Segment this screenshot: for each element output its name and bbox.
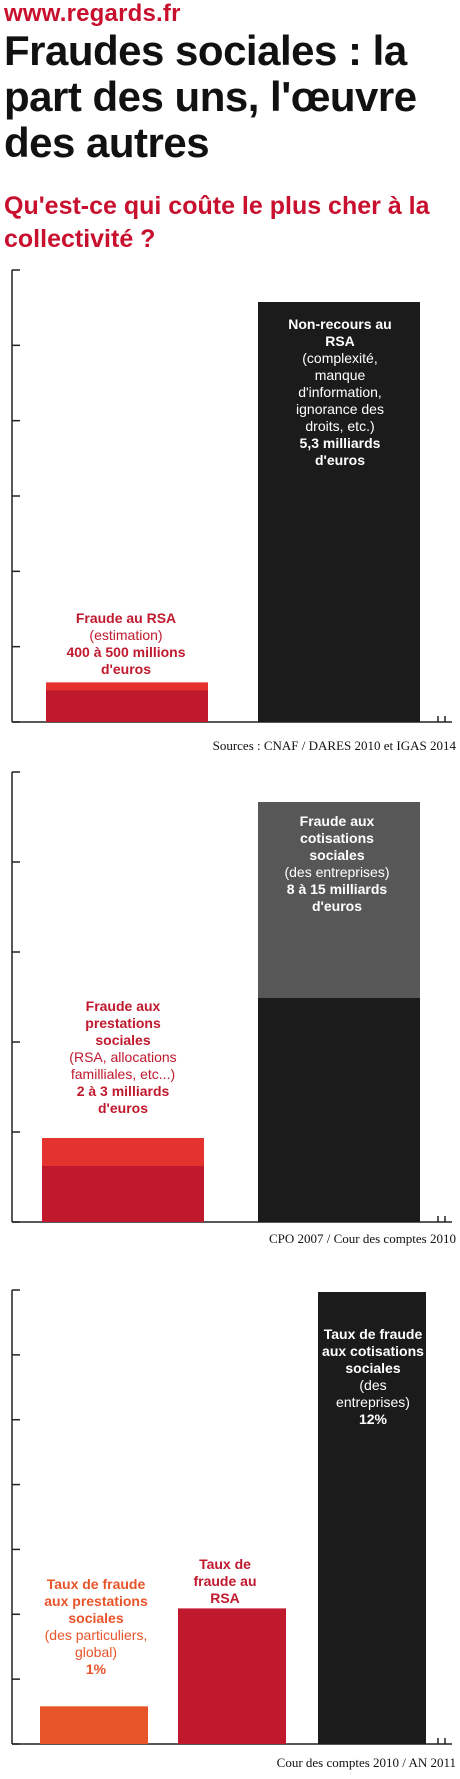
chart3-bar2-label: Taux de fraude au RSA 3,6%	[184, 1556, 266, 1624]
chart3-bar3-label: Taux de fraude aux cotisations sociales …	[322, 1326, 424, 1428]
chart1-bar2-title: Non-recours au RSA	[288, 316, 392, 349]
chart2-bar1-min	[42, 1166, 204, 1222]
chart1-bar-min	[46, 690, 208, 722]
chart2-source: CPO 2007 / Cour des comptes 2010	[268, 1231, 456, 1246]
chart2-bar1-label: Fraude aux prestations sociales (RSA, al…	[58, 998, 188, 1117]
chart3-bar2-value: 3,6%	[209, 1607, 241, 1623]
chart1-source: Sources : CNAF / DARES 2010 et IGAS 2014	[212, 738, 456, 753]
chart2-bar2-value: 8 à 15 milliards d'euros	[286, 881, 388, 914]
chart3-bar1-value: 1%	[85, 1661, 107, 1677]
chart2-bar1-title: Fraude aux prestations sociales	[85, 998, 161, 1048]
chart2-bar2-label: Fraude aux cotisations sociales (des ent…	[272, 813, 402, 915]
page-subtitle: Qu'est-ce qui coûte le plus cher à la co…	[4, 192, 430, 253]
chart2-bar2-min	[258, 998, 420, 1222]
chart1-bar1-label: Fraude au RSA (estimation) 400 à 500 mil…	[44, 610, 208, 678]
chart1-bar1-note: (estimation)	[89, 627, 163, 643]
chart3-bar3-value: 12%	[358, 1411, 388, 1427]
chart3-source: Cour des comptes 2010 / AN 2011	[276, 1755, 456, 1770]
chart3-bar1-label: Taux de fraude aux prestations sociales …	[40, 1576, 152, 1678]
chart3-bar1-title: Taux de fraude aux prestations sociales	[44, 1576, 148, 1626]
chart1-bar2-note: (complexité, manque d'information, ignor…	[296, 350, 384, 434]
chart3-bar-2	[178, 1608, 286, 1744]
chart1-bar2-label: Non-recours au RSA (complexité, manque d…	[280, 316, 400, 469]
chart3-bar-3	[318, 1292, 426, 1744]
chart3-bar2-title: Taux de fraude au RSA	[193, 1556, 257, 1606]
chart3-bar-1	[40, 1706, 148, 1744]
chart1-bar2-value: 5,3 milliards d'euros	[299, 435, 381, 468]
chart2-bar1-value: 2 à 3 milliards d'euros	[76, 1083, 170, 1116]
chart1-bar1-value: 400 à 500 millions d'euros	[66, 644, 186, 677]
chart3-bar3-title: Taux de fraude aux cotisations sociales	[322, 1326, 424, 1376]
chart1-bar1-title: Fraude au RSA	[75, 610, 177, 626]
page-title: Fraudes sociales : la part des uns, l'œu…	[4, 27, 417, 166]
chart1-bar-nonrecours	[258, 302, 420, 722]
chart2-bar1-note: (RSA, allocations familliales, etc...)	[69, 1049, 177, 1082]
chart2-bar2-title: Fraude aux cotisations sociales	[299, 813, 375, 863]
site-name: www.regards.fr	[4, 0, 181, 27]
chart2-bar2-note: (des entreprises)	[284, 864, 390, 880]
chart3-bar3-note: (des entreprises)	[336, 1377, 410, 1410]
chart3-bar1-note: (des particuliers, global)	[44, 1627, 148, 1660]
